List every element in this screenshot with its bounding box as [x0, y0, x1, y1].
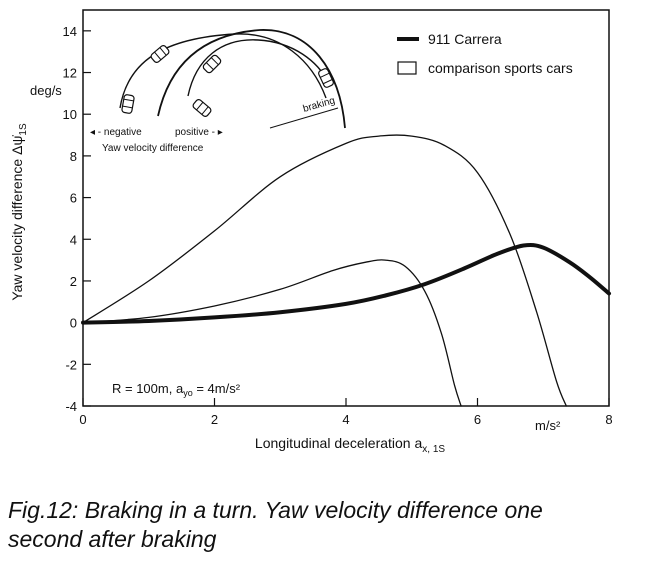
y-unit-label: deg/s	[30, 83, 62, 98]
y-tick-label: 12	[63, 66, 77, 81]
x-tick-label: 0	[79, 412, 86, 427]
y-tick-label: 6	[70, 191, 77, 206]
axis-ticks: -4 -2 0 2 4 6 8 10 12 14 0 2 4 6 8	[63, 24, 613, 427]
yaw-velocity-chart: -4 -2 0 2 4 6 8 10 12 14 0 2 4 6 8 deg/s m/s² Yaw velo…	[9, 9, 613, 455]
x-axis-label: Longitudinal deceleration ax, 1S	[255, 435, 445, 455]
legend-label-911: 911 Carrera	[428, 31, 502, 47]
car-icon	[150, 45, 170, 63]
negative-label-text: negative	[104, 127, 142, 138]
car-icon	[192, 99, 212, 117]
y-tick-label: 8	[70, 149, 77, 164]
braking-label: braking	[302, 95, 337, 115]
left-arrow-icon: ◂ -	[90, 127, 104, 138]
x-unit-label: m/s²	[535, 418, 561, 433]
chart-series	[81, 134, 611, 407]
inset-sketch: braking ◂ - negative positive - ▸ Yaw ve…	[90, 29, 346, 154]
caption-line-2: second after braking	[8, 526, 217, 552]
y-tick-label: 0	[70, 316, 77, 331]
y-tick-label: 2	[70, 274, 77, 289]
annotation-main: R = 100m, a	[112, 381, 184, 396]
y-tick-label: -2	[65, 357, 77, 372]
inset-path-braking	[157, 29, 346, 129]
series-comparison-car-a-line	[82, 259, 462, 407]
inset-path-outer	[119, 33, 327, 109]
legend-swatch-comparison	[397, 61, 417, 75]
legend: 911 Carrera comparison sports cars	[397, 31, 573, 76]
y-axis-label-sub: 1S	[18, 123, 29, 136]
x-axis-label-sub: x, 1S	[422, 444, 445, 455]
x-tick-label: 6	[474, 412, 481, 427]
positive-label: positive - ▸	[175, 127, 223, 138]
inset-path-inner	[187, 39, 329, 97]
series-comparison-car-b-line	[82, 134, 567, 407]
negative-label: ◂ - negative	[90, 127, 142, 138]
car-icon	[121, 94, 135, 114]
right-arrow-icon: - ▸	[209, 127, 223, 138]
x-tick-label: 2	[211, 412, 218, 427]
y-axis-label: Yaw velocity difference Δψ̇1S	[9, 123, 29, 301]
x-axis-label-main: Longitudinal deceleration a	[255, 435, 423, 451]
car-icon	[318, 68, 334, 88]
x-tick-label: 4	[342, 412, 349, 427]
y-axis-label-main: Yaw velocity difference Δψ̇	[9, 135, 25, 301]
legend-label-comparison: comparison sports cars	[428, 60, 573, 76]
yaw-difference-label: Yaw velocity difference	[102, 143, 204, 154]
series-911-carrera-line	[81, 242, 611, 325]
car-icon	[202, 54, 222, 74]
annotation-sub: yo	[183, 388, 193, 398]
y-tick-label: -4	[65, 399, 77, 414]
y-tick-label: 4	[70, 232, 77, 247]
y-tick-label: 14	[63, 24, 77, 39]
positive-label-text: positive	[175, 127, 209, 138]
figure-caption: Fig.12: Braking in a turn. Yaw velocity …	[8, 496, 648, 554]
braking-pointer	[269, 107, 339, 129]
condition-annotation: R = 100m, ayo = 4m/s²	[112, 381, 241, 398]
x-tick-label: 8	[605, 412, 612, 427]
y-tick-label: 10	[63, 107, 77, 122]
caption-line-1: Fig.12: Braking in a turn. Yaw velocity …	[8, 497, 543, 523]
annotation-tail: = 4m/s²	[193, 381, 241, 396]
